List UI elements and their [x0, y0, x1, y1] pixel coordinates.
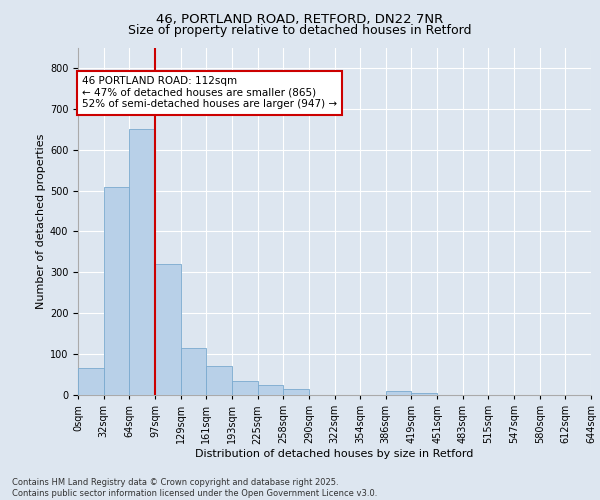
Text: 46, PORTLAND ROAD, RETFORD, DN22 7NR: 46, PORTLAND ROAD, RETFORD, DN22 7NR: [157, 12, 443, 26]
Bar: [257, 385, 283, 395]
Y-axis label: Number of detached properties: Number of detached properties: [35, 134, 46, 309]
Text: Size of property relative to detached houses in Retford: Size of property relative to detached ho…: [128, 24, 472, 37]
Bar: [206, 366, 232, 395]
Bar: [386, 391, 412, 395]
Text: Contains HM Land Registry data © Crown copyright and database right 2025.
Contai: Contains HM Land Registry data © Crown c…: [12, 478, 377, 498]
Bar: [155, 264, 181, 395]
Bar: [130, 130, 155, 395]
Bar: [412, 393, 437, 395]
X-axis label: Distribution of detached houses by size in Retford: Distribution of detached houses by size …: [196, 449, 473, 459]
Bar: [78, 368, 104, 395]
Bar: [181, 348, 206, 395]
Bar: [283, 389, 309, 395]
Text: 46 PORTLAND ROAD: 112sqm
← 47% of detached houses are smaller (865)
52% of semi-: 46 PORTLAND ROAD: 112sqm ← 47% of detach…: [82, 76, 337, 110]
Bar: [232, 380, 257, 395]
Bar: [104, 186, 130, 395]
